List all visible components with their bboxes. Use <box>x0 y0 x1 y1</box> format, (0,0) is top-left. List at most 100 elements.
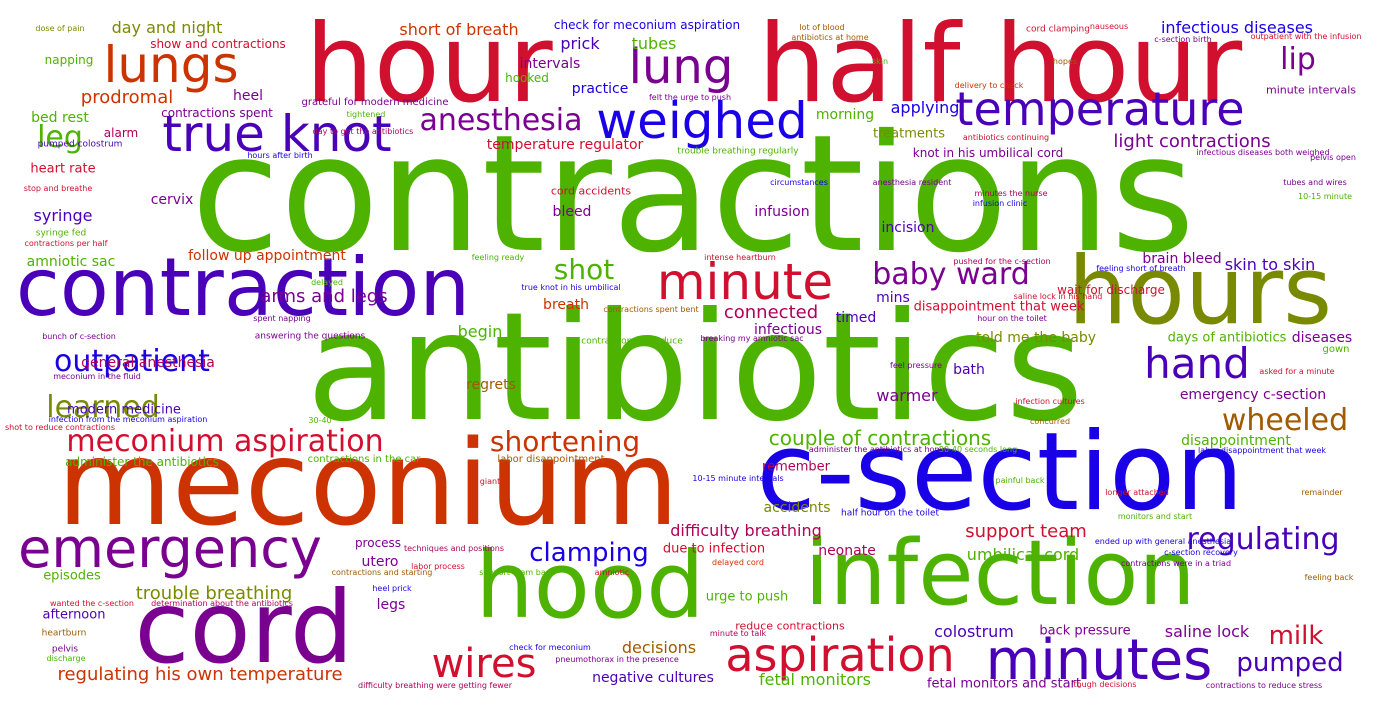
word-minutes-the-nurse: minutes the nurse <box>974 189 1048 198</box>
word-pushed-for-the-c-section: pushed for the c-section <box>953 257 1051 266</box>
word-syringe-fed: syringe fed <box>35 228 87 239</box>
word-10-15-minute-intervals: 10-15 minute intervals <box>692 474 784 483</box>
word-heart-rate: heart rate <box>30 161 96 177</box>
word-concurred: concurred <box>1029 417 1071 426</box>
word-lungs: lungs <box>103 36 239 94</box>
word-hours-after-birth: hours after birth <box>247 151 313 160</box>
word-answering-the-questions: answering the questions <box>254 331 366 342</box>
word-infection-from-the-meconium-aspiration: infection from the meconium aspiration <box>48 415 208 424</box>
word-pumped-colostrum: pumped colostrum <box>37 139 123 150</box>
word-infectious: infectious <box>753 322 823 338</box>
word-hour: hour <box>305 2 553 127</box>
word-difficulty-breathing: difficulty breathing <box>670 521 822 540</box>
word-trouble-breathing: trouble breathing <box>135 583 293 604</box>
word-leg: leg <box>37 120 83 155</box>
word-amniotic: amniotic <box>594 568 630 577</box>
word-saline-lock-in-his-hand: saline lock in his hand <box>1013 292 1103 301</box>
word-meconium-in-the-fluid: meconium in the fluid <box>53 372 141 381</box>
word-prodromal: prodromal <box>80 87 174 108</box>
word-10-15-minute: 10-15 minute <box>1297 192 1353 201</box>
word-administer-the-antibiotics-at-home: administer the antibiotics at home <box>808 445 948 454</box>
word-c-section-recovery: c-section recovery <box>1164 548 1238 557</box>
word-contractions-to-reduce: contractions to reduce <box>581 336 683 347</box>
word-applying: applying <box>890 98 960 117</box>
word-urge-to-push: urge to push <box>705 589 789 605</box>
word-utero: utero <box>361 554 399 570</box>
word-wires: wires <box>431 641 537 687</box>
word-breath: breath <box>543 297 589 313</box>
word-clamping: clamping <box>529 538 649 568</box>
word-labor-disappointment: labor disappointment <box>497 454 605 465</box>
word-syringe: syringe <box>33 206 93 225</box>
word-infectious-diseases: infectious diseases <box>1160 18 1314 37</box>
word-dose-of-pain: dose of pain <box>35 24 85 33</box>
word-antibiotics-continuing: antibiotics continuing <box>962 133 1050 142</box>
word-show-and-contractions: show and contractions <box>150 37 286 51</box>
word-outpatient-with-the-infusion: outpatient with the infusion <box>1250 32 1362 41</box>
word-knot-in-his-umbilical-cord: knot in his umbilical cord <box>912 146 1064 160</box>
word-half-hour: half hour <box>757 2 1243 127</box>
word-bleed: bleed <box>552 204 592 220</box>
word-weighed: weighed <box>596 92 808 150</box>
word-trouble-breathing-regularly: trouble breathing regularly <box>677 146 799 157</box>
word-connected: connected <box>723 302 819 323</box>
word-feeling-ready: feeling ready <box>471 253 525 262</box>
word-determination-about-the-antibiotics: determination about the antibiotics <box>151 599 293 608</box>
word-contractions-to-reduce-stress: contractions to reduce stress <box>1205 681 1323 690</box>
word-hand: hand <box>1144 339 1250 388</box>
word-labor-process: labor process <box>411 562 465 571</box>
word-couple-of-contractions: couple of contractions <box>768 426 992 450</box>
word-regulating: regulating <box>1186 522 1340 557</box>
word-circumstances: circumstances <box>770 178 828 187</box>
word-hood: hood <box>475 532 705 639</box>
word-baby-ward: baby ward <box>872 257 1030 292</box>
word-infectious-diseases-both-weighed: infectious diseases both weighed <box>1196 148 1330 157</box>
word-tubes-and-wires: tubes and wires <box>1283 178 1347 187</box>
word-delivery-to-check: delivery to check <box>954 81 1024 90</box>
word-minute-to-talk: minute to talk <box>709 629 767 638</box>
word-remainder: remainder <box>1301 488 1343 497</box>
word-modern-medicine: modern medicine <box>67 402 181 418</box>
word-true-knot-in-his-umbilical: true knot in his umbilical <box>521 283 621 292</box>
word-cervix: cervix <box>150 192 194 208</box>
word-gown: gown <box>1322 344 1350 355</box>
word-regulating-his-own-temperature: regulating his own temperature <box>57 664 343 685</box>
word-temperature-regulator: temperature regulator <box>486 137 644 153</box>
word-longer-attached: longer attached <box>1105 488 1169 497</box>
word-shot: shot <box>553 253 615 286</box>
word-cord-accidents: cord accidents <box>550 184 632 198</box>
word-heel: heel <box>233 88 263 104</box>
word-decisions: decisions <box>621 638 697 657</box>
word-tightened: tightened <box>346 110 386 119</box>
word-discharge: discharge <box>46 654 86 663</box>
word-episodes: episodes <box>43 568 101 584</box>
word-outpatient: outpatient <box>54 344 210 379</box>
word-felt-the-urge-to-push: felt the urge to push <box>648 93 732 102</box>
word-anesthesia: anesthesia <box>419 103 583 138</box>
word-infusion: infusion <box>754 204 810 220</box>
word-intense-heartburn: intense heartburn <box>704 253 776 262</box>
word-accidents: accidents <box>763 500 831 516</box>
word-hour-on-the-toilet: hour on the toilet <box>977 314 1047 323</box>
word-day-to-get-the-antibiotics: day to get the antibiotics <box>312 127 414 136</box>
word-techniques-and-positions: techniques and positions <box>403 544 505 553</box>
word-check-for-meconium: check for meconium <box>509 643 591 652</box>
word-reduce-contractions: reduce contractions <box>735 619 845 633</box>
word-treatments: treatments <box>873 126 945 142</box>
word-feeling-short-of-breath: feeling short of breath <box>1096 264 1186 273</box>
word-antibiotics-at-home: antibiotics at home <box>791 33 869 42</box>
word-feeling-back: feeling back <box>1304 573 1354 582</box>
word-ended-up-with-general-anesthesia: ended up with general anesthesia <box>1094 537 1232 546</box>
word-light-contractions: light contractions <box>1113 131 1271 152</box>
word-day-and-night: day and night <box>111 18 223 37</box>
word-skin: skin <box>871 57 889 66</box>
word-bath: bath <box>953 362 985 378</box>
word-wait-for-discharge: wait for discharge <box>1057 283 1165 297</box>
word-lot-of-blood: lot of blood <box>799 23 845 32</box>
word-legs: legs <box>376 597 406 613</box>
word-30-40-seconds-long: 30-40 seconds long <box>938 445 1018 454</box>
word-c-section-birth: c-section birth <box>1154 35 1212 44</box>
word-practice: practice <box>571 81 629 97</box>
word-bed-rest: bed rest <box>31 110 89 126</box>
word-true-knot: true knot <box>162 105 392 163</box>
